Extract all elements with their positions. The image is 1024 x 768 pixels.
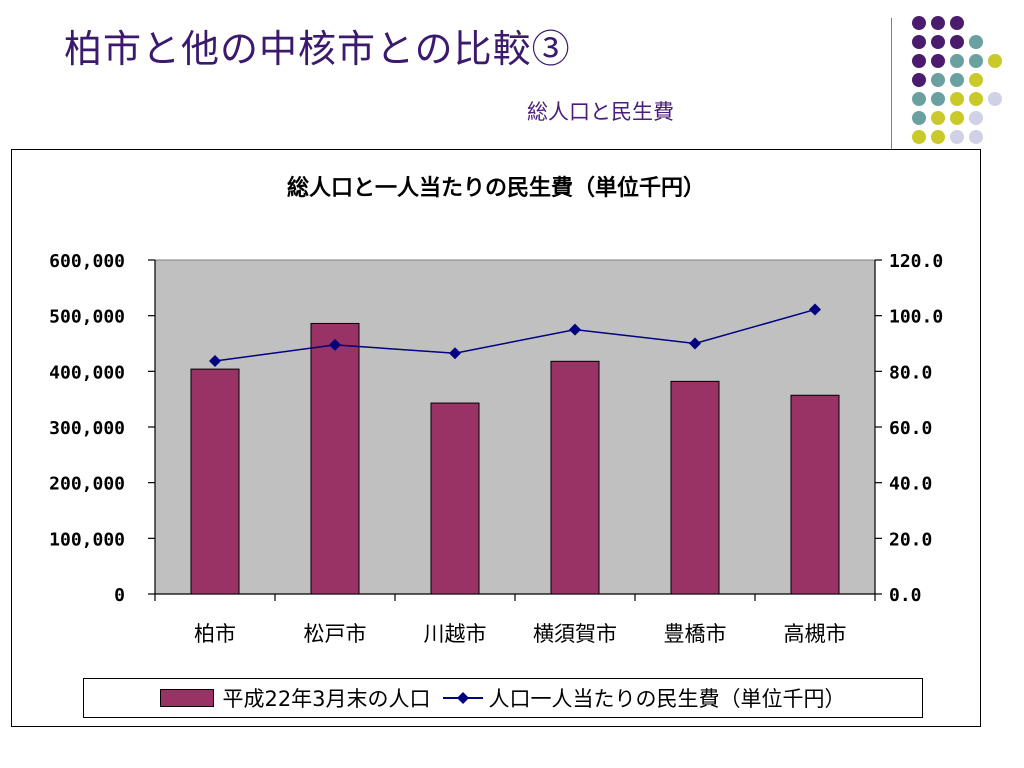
y-left-tick-label: 100,000 [49, 529, 125, 550]
bar [190, 368, 240, 595]
y-left-tick-label: 0 [114, 585, 125, 606]
legend-label-welfare-cost: 人口一人当たりの民生費（単位千円） [488, 687, 846, 711]
decor-dot [950, 92, 964, 106]
line-series [214, 308, 816, 362]
decor-dot [931, 35, 945, 49]
decor-dot [969, 54, 983, 68]
slide-title: 柏市と他の中核市との比較③ [64, 27, 571, 71]
decor-dot [912, 111, 926, 125]
line-marker [689, 337, 701, 350]
decor-dot [988, 92, 1002, 106]
line-marker [329, 338, 341, 351]
legend-item-welfare-cost: 人口一人当たりの民生費（単位千円） [431, 683, 846, 713]
line-marker [449, 347, 461, 360]
decor-dot [912, 130, 926, 144]
y-right-tick-label: 80.0 [889, 362, 932, 383]
decor-dot [912, 54, 926, 68]
chart-title: 総人口と一人当たりの民生費（単位千円） [286, 176, 705, 201]
plot-area [154, 259, 876, 595]
line-marker [209, 355, 221, 368]
y-left-tick-label: 300,000 [49, 418, 125, 439]
decor-dot [969, 92, 983, 106]
y-left-tick-label: 600,000 [49, 251, 125, 272]
decor-dot [931, 54, 945, 68]
legend-swatch-bar [160, 689, 215, 707]
y-right-tick-label: 120.0 [889, 251, 943, 272]
line-marker [809, 303, 821, 316]
decor-dot [931, 16, 945, 30]
x-category-label: 松戸市 [304, 622, 367, 646]
bar [670, 380, 720, 595]
chart-container: 総人口と一人当たりの民生費（単位千円） 0 0.0 100,000 20.0 200,0… [11, 149, 981, 727]
decor-dot [931, 111, 945, 125]
decor-dot [931, 73, 945, 87]
x-category-label: 高槻市 [784, 622, 847, 646]
legend-item-population: 平成22年3月末の人口 [160, 683, 431, 713]
decor-dot [912, 92, 926, 106]
decor-dot [950, 130, 964, 144]
bar [790, 394, 840, 595]
decor-dot [988, 54, 1002, 68]
y-right-tick-label: 20.0 [889, 529, 932, 550]
decor-dot [950, 111, 964, 125]
y-left-tick-label: 400,000 [49, 362, 125, 383]
decor-dot [931, 130, 945, 144]
decor-dot [969, 35, 983, 49]
chart-plot: 0 0.0 100,000 20.0 200,000 40.0 300,000 60.0 400… [49, 251, 943, 646]
bar [310, 322, 360, 595]
decor-dot [931, 92, 945, 106]
y-right-tick-label: 60.0 [889, 418, 932, 439]
decor-dot [912, 73, 926, 87]
decor-dot [950, 54, 964, 68]
decorative-dots [912, 16, 1002, 144]
bar [550, 360, 600, 595]
decor-dot [912, 16, 926, 30]
bar [430, 402, 480, 595]
y-left-tick-label: 500,000 [49, 307, 125, 328]
line-marker [569, 323, 581, 336]
y-right-tick-label: 0.0 [889, 585, 922, 606]
x-category-label: 豊橋市 [664, 622, 727, 646]
decor-dot [912, 35, 926, 49]
x-category-label: 川越市 [424, 622, 487, 646]
decor-dot [969, 73, 983, 87]
decor-dot [950, 16, 964, 30]
y-right-tick-label: 100.0 [889, 307, 943, 328]
x-category-label: 横須賀市 [533, 622, 617, 646]
x-category-label: 柏市 [194, 622, 236, 646]
decor-dot [969, 111, 983, 125]
chart-legend: 平成22年3月末の人口 人口一人当たりの民生費（単位千円） [83, 678, 923, 718]
legend-label-population: 平成22年3月末の人口 [222, 687, 431, 711]
y-right-tick-label: 40.0 [889, 474, 932, 495]
decor-dot [950, 73, 964, 87]
slide-subtitle: 総人口と民生費 [527, 100, 674, 124]
header-divider [891, 18, 892, 150]
decor-dot [950, 35, 964, 49]
legend-line-marker [442, 692, 483, 704]
decor-dot [969, 130, 983, 144]
y-left-tick-label: 200,000 [49, 474, 125, 495]
